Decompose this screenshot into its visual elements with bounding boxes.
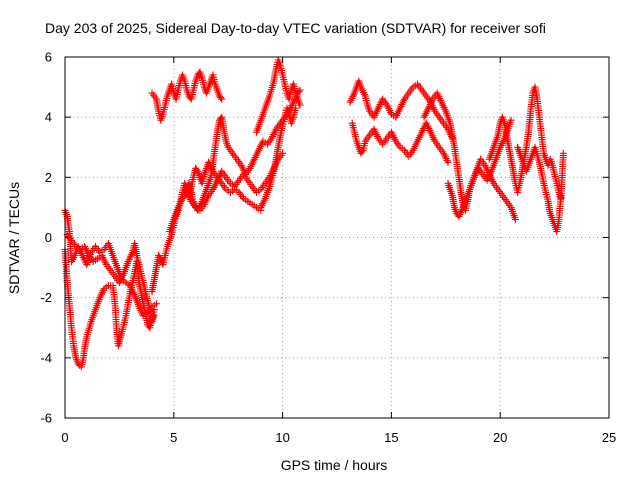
y-tick-label: 0: [45, 230, 52, 245]
chart-title: Day 203 of 2025, Sidereal Day-to-day VTE…: [45, 20, 546, 36]
x-tick-labels: 0 5 10 15 20 25: [61, 430, 616, 445]
y-tick-labels: -6 -4 -2 0 2 4 6: [40, 50, 52, 426]
axis-ticks: [64, 56, 610, 419]
data-point-markers: [253, 56, 304, 136]
x-tick-label: 25: [602, 430, 616, 445]
y-tick-label: 4: [45, 110, 52, 125]
x-tick-label: 5: [170, 430, 177, 445]
x-tick-label: 20: [493, 430, 507, 445]
series-trace-k: [348, 119, 452, 166]
series-trace-n: [485, 83, 565, 202]
y-tick-label: 6: [45, 50, 52, 65]
data-point-markers: [348, 119, 452, 166]
series-trace-j: [346, 77, 456, 142]
series-trace-h: [253, 56, 304, 136]
y-tick-label: -2: [40, 290, 52, 305]
data-point-markers: [148, 158, 265, 296]
series-trace-d: [148, 158, 265, 296]
series-trace-m: [444, 155, 519, 223]
data-point-markers: [444, 155, 519, 223]
x-tick-label: 0: [61, 430, 68, 445]
x-tick-label: 15: [384, 430, 398, 445]
x-axis-label: GPS time / hours: [281, 457, 388, 473]
y-tick-label: -4: [40, 350, 52, 365]
data-point-markers: [148, 68, 226, 124]
series-trace-g: [148, 68, 226, 124]
data-point-markers: [485, 83, 565, 202]
y-axis-label: SDTVAR / TECUs: [6, 182, 22, 294]
data-point-markers: [63, 231, 158, 326]
series-trace-i: [257, 104, 300, 211]
y-tick-label: -6: [40, 411, 52, 426]
data-point-markers: [514, 143, 567, 235]
data-point-markers: [346, 77, 456, 142]
y-tick-label: 2: [45, 170, 52, 185]
x-tick-label: 10: [275, 430, 289, 445]
data-points: [61, 56, 567, 371]
series-trace-c: [63, 231, 158, 326]
data-point-markers: [257, 104, 300, 211]
series-trace-o: [514, 143, 567, 235]
